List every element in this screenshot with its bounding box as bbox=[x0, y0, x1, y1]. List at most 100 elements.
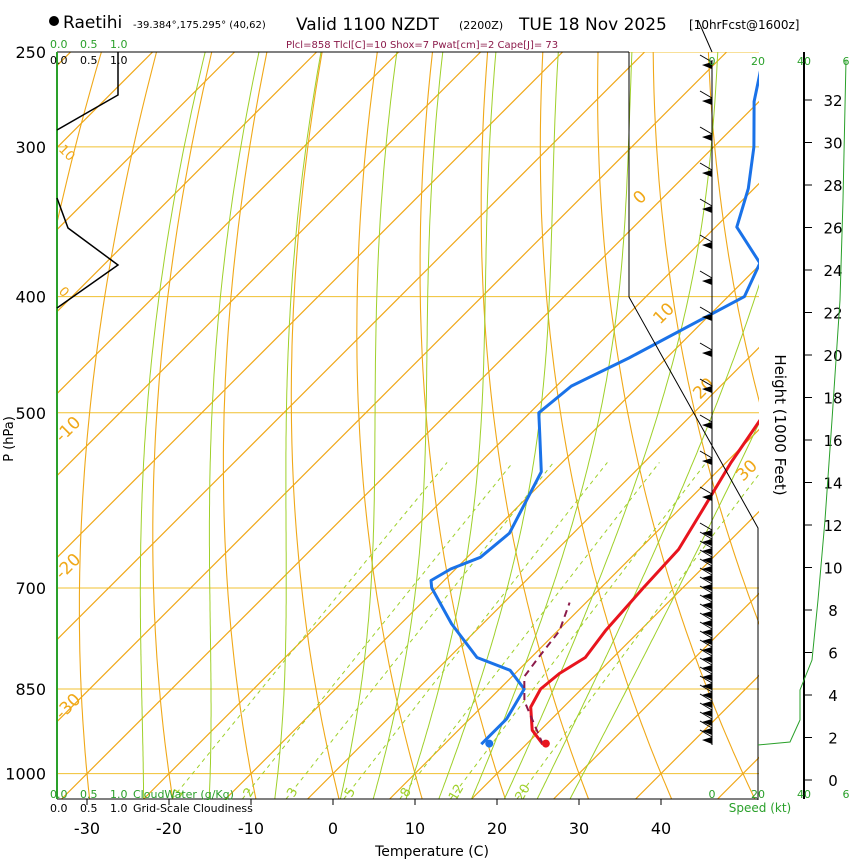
parcel-profile bbox=[523, 602, 571, 745]
pressure-tick-label: 700 bbox=[15, 579, 46, 598]
pressure-tick-label: 300 bbox=[15, 138, 46, 157]
wind-barb bbox=[702, 206, 712, 213]
wind-barb bbox=[699, 549, 713, 558]
dry-adiabat bbox=[152, 52, 213, 799]
height-tick-label: 26 bbox=[823, 220, 842, 238]
wind-barb bbox=[699, 486, 713, 495]
cloudwater-scale-top: 1.0 bbox=[110, 38, 128, 51]
x-axis-title: Temperature (C) bbox=[374, 844, 489, 860]
isotherm-line bbox=[471, 510, 759, 799]
speed-scale-bottom: 6 bbox=[843, 788, 850, 801]
isotherm-line bbox=[553, 592, 759, 799]
wind-barb bbox=[699, 594, 713, 603]
isotherm-line bbox=[143, 182, 759, 799]
wind-barb bbox=[699, 630, 713, 639]
wind-barb bbox=[702, 674, 712, 681]
wind-barb bbox=[699, 414, 713, 423]
wind-speed-curve bbox=[757, 59, 847, 746]
wind-barb bbox=[699, 684, 713, 693]
dry-adiabat bbox=[652, 52, 759, 625]
speed-scale-top: 0 bbox=[709, 55, 716, 68]
wind-barb bbox=[702, 602, 712, 609]
isotherm-line bbox=[307, 346, 759, 799]
wind-barb bbox=[702, 683, 712, 690]
wind-barb bbox=[702, 584, 712, 591]
wind-barb bbox=[702, 593, 712, 600]
height-tick-label: 8 bbox=[828, 602, 838, 620]
wind-barb bbox=[699, 639, 713, 648]
profile-series bbox=[429, 70, 759, 748]
moist-adiabat bbox=[372, 52, 444, 799]
cloudiness-profile bbox=[56, 197, 120, 309]
cloudwater-panel: 0.00.00.00.00.50.50.50.51.01.01.01.0Clou… bbox=[50, 38, 253, 815]
dry-adiabat bbox=[480, 52, 590, 799]
dewpoint-profile bbox=[429, 70, 759, 746]
temperature-tick-label: 0 bbox=[328, 819, 338, 838]
cloudwater-scale-bottom: 0.5 bbox=[80, 788, 98, 801]
isopleth-grid: 1 2 3 5 8 12 20 bbox=[57, 52, 759, 804]
wind-barb bbox=[702, 710, 712, 717]
station-name: Raetihi bbox=[63, 13, 122, 33]
isotherm-line bbox=[57, 52, 564, 559]
temperature-tick-label: -20 bbox=[156, 819, 182, 838]
wind-barb bbox=[699, 270, 713, 279]
wind-barb bbox=[702, 242, 712, 249]
moist-adiabat bbox=[139, 52, 206, 799]
height-tick-label: 6 bbox=[828, 645, 838, 663]
wind-barb bbox=[699, 720, 713, 729]
temperature-tick-label: -30 bbox=[74, 819, 100, 838]
speed-label: Speed (kt) bbox=[729, 801, 791, 815]
moist-adiabat bbox=[438, 52, 559, 799]
cloudwater-scale-top: 0.0 bbox=[50, 38, 68, 51]
pressure-tick-label: 400 bbox=[15, 288, 46, 307]
height-tick-label: 24 bbox=[823, 262, 842, 280]
dry-adiabat bbox=[222, 52, 268, 799]
isotherm-line bbox=[57, 52, 482, 477]
isotherm-line bbox=[635, 674, 759, 799]
wind-barb bbox=[702, 620, 712, 627]
moist-adiabat bbox=[339, 52, 398, 799]
height-tick-label: 10 bbox=[823, 560, 842, 578]
wind-barb bbox=[699, 126, 713, 135]
dry-adiabat bbox=[597, 52, 756, 799]
temperature-tick-label: 10 bbox=[405, 819, 425, 838]
wind-barb bbox=[699, 711, 713, 720]
dry-adiabat bbox=[290, 52, 340, 799]
wind-barb bbox=[702, 422, 712, 429]
height-tick-label: 20 bbox=[823, 347, 842, 365]
wind-barb bbox=[702, 62, 712, 69]
mixing-ratio-label: 12 bbox=[446, 782, 467, 804]
cloudiness-scale-bottom: 0.5 bbox=[80, 802, 98, 815]
isotherm-line bbox=[225, 264, 759, 799]
height-tick-label: 30 bbox=[823, 135, 842, 153]
cloudwater-scale-top: 0.5 bbox=[80, 38, 98, 51]
wind-barb bbox=[699, 531, 713, 540]
cloudiness-scale-top: 0.0 bbox=[50, 54, 68, 67]
wind-barb bbox=[702, 656, 712, 663]
cloudiness-label: Grid-Scale Cloudiness bbox=[133, 802, 253, 815]
wind-barb bbox=[702, 170, 712, 177]
cloudwater-scale-bottom: 0.0 bbox=[50, 788, 68, 801]
mixing-ratio-line bbox=[242, 462, 514, 799]
height-tick-label: 16 bbox=[823, 432, 842, 450]
height-tick-label: 4 bbox=[828, 687, 838, 705]
mixing-ratio-line bbox=[343, 462, 608, 799]
moist-adiabat bbox=[503, 52, 719, 799]
wind-barb bbox=[702, 98, 712, 105]
temperature-tick-label: -10 bbox=[238, 819, 264, 838]
wind-barb bbox=[699, 540, 713, 549]
moist-adiabat bbox=[405, 52, 497, 799]
height-tick-label: 22 bbox=[823, 305, 842, 323]
valid-time: Valid 1100 NZDT bbox=[296, 15, 439, 35]
isotherm-line bbox=[61, 100, 759, 799]
wind-barb bbox=[702, 728, 712, 735]
height-tick-label: 14 bbox=[823, 475, 842, 493]
cloudiness-profile bbox=[56, 52, 119, 131]
moist-adiabat bbox=[208, 52, 260, 799]
temperature-tick-label: 20 bbox=[487, 819, 507, 838]
wind-barb bbox=[702, 737, 712, 744]
speed-scale-top: 20 bbox=[751, 55, 765, 68]
wind-barb bbox=[699, 576, 713, 585]
temperature-tick-label: 30 bbox=[569, 819, 589, 838]
